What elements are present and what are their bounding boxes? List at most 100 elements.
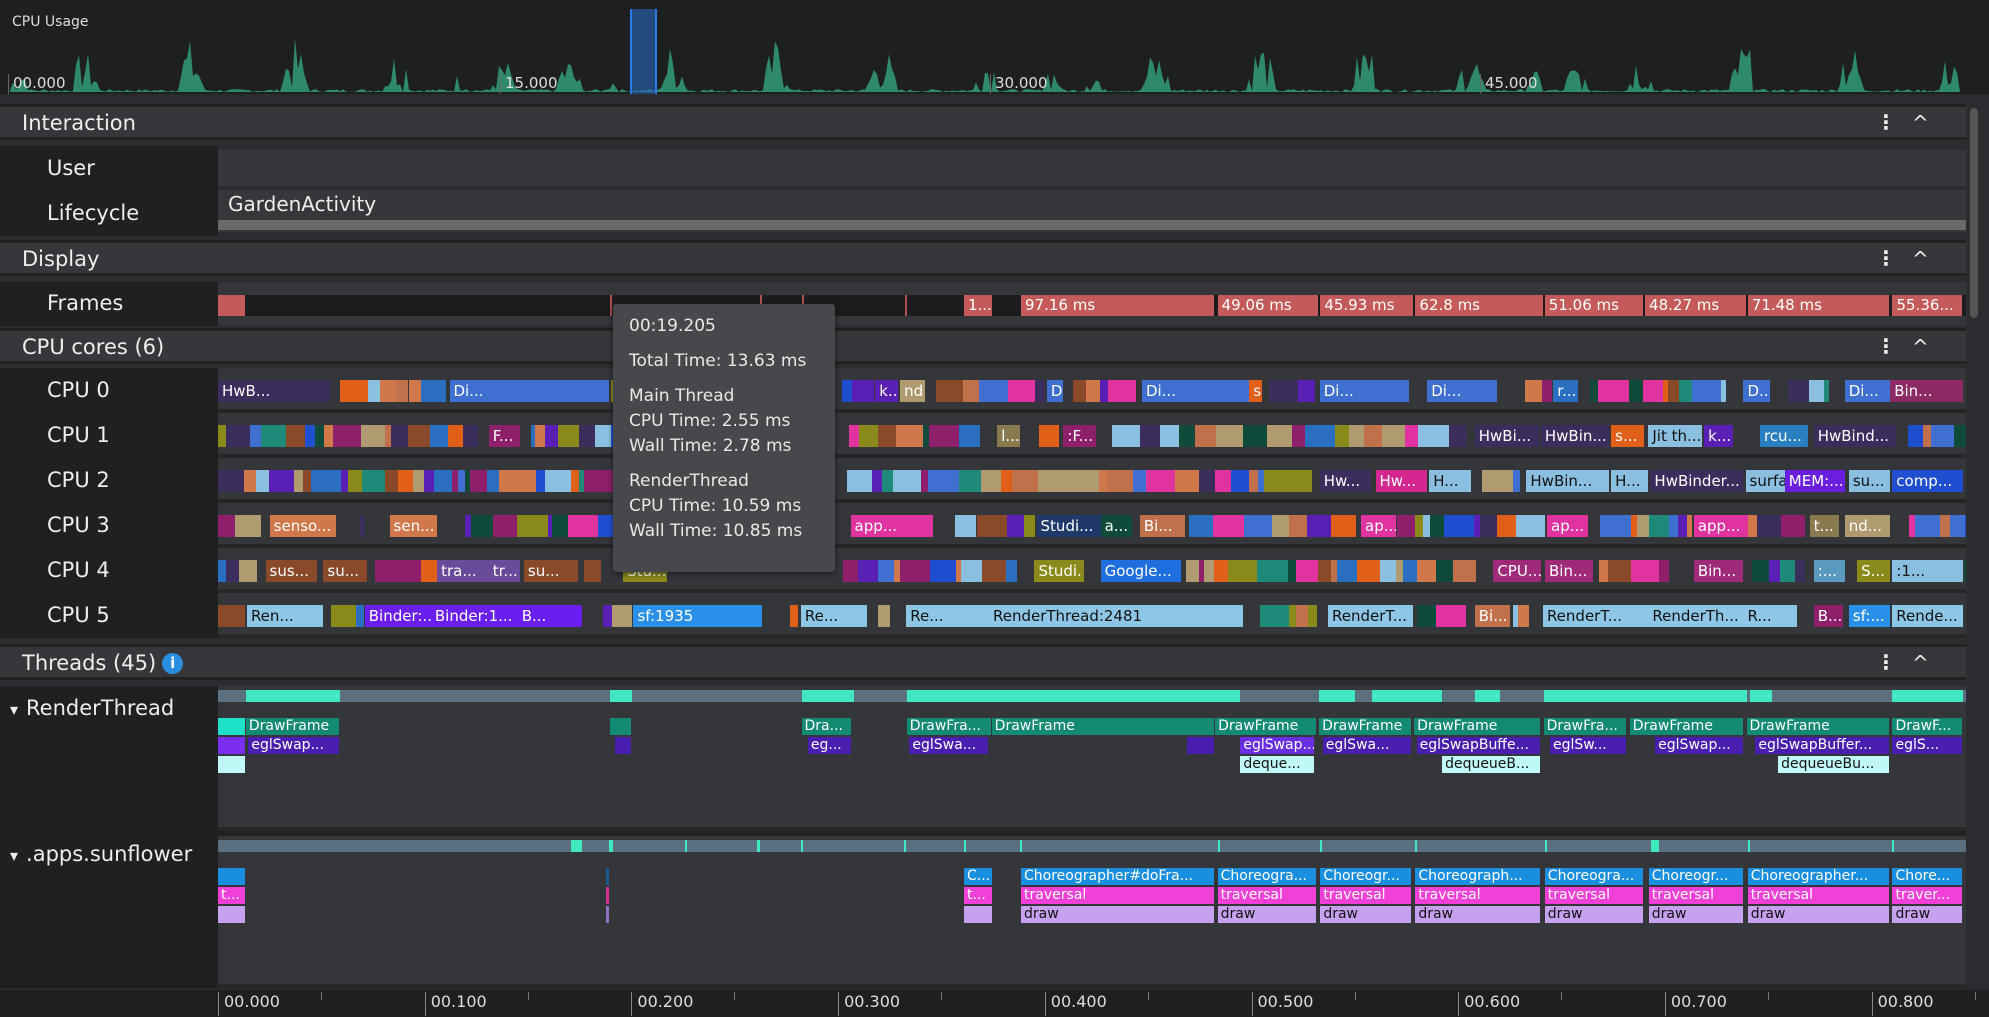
renderthread-slice[interactable]: [218, 718, 245, 735]
cpu-slice[interactable]: [1348, 425, 1364, 447]
cpu-slice[interactable]: [429, 425, 448, 447]
cpu-slice[interactable]: [408, 380, 422, 402]
cpu-slice[interactable]: [1159, 425, 1179, 447]
renderthread-slice[interactable]: DrawFrame: [245, 718, 339, 735]
cpu-slice[interactable]: [1482, 470, 1513, 492]
cpu-slice[interactable]: [1417, 425, 1443, 447]
cpu-slice[interactable]: [238, 560, 257, 582]
cpu-slice[interactable]: [1001, 470, 1013, 492]
cpu-slice[interactable]: s.: [1249, 380, 1262, 402]
cpu-slice[interactable]: [304, 425, 315, 447]
cpu-slice[interactable]: [1631, 560, 1660, 582]
cpu-slice[interactable]: [225, 425, 250, 447]
sunflower-slice[interactable]: draw: [1747, 906, 1889, 923]
cpu-slice[interactable]: surfa: [1745, 470, 1785, 492]
renderthread-slice[interactable]: Dra...: [801, 718, 852, 735]
more-menu-icon[interactable]: ⋮: [1876, 334, 1896, 358]
collapse-icon[interactable]: ^: [1912, 651, 1929, 675]
cpu-slice[interactable]: k...: [1704, 425, 1734, 447]
sunflower-slice[interactable]: traversal: [1320, 887, 1411, 904]
cpu-slice[interactable]: [463, 425, 478, 447]
more-menu-icon[interactable]: ⋮: [1876, 246, 1896, 270]
cpu-slice[interactable]: [407, 425, 430, 447]
cpu-slice[interactable]: [1112, 425, 1140, 447]
cpu-slice[interactable]: [1590, 380, 1599, 402]
cpu-slice[interactable]: [250, 425, 261, 447]
thread-state-running[interactable]: [1747, 840, 1750, 852]
cpu-slice[interactable]: [842, 380, 853, 402]
cpu-slice[interactable]: [1212, 515, 1244, 537]
thread-state-bar[interactable]: [218, 840, 1966, 852]
thread-state-running[interactable]: [1218, 840, 1221, 852]
cpu-slice[interactable]: [260, 425, 287, 447]
renderthread-slice[interactable]: eglSw...: [1549, 737, 1627, 754]
cpu-slice[interactable]: app...: [1693, 515, 1748, 537]
cpu-slice[interactable]: [434, 470, 453, 492]
cpu-slice[interactable]: [1435, 605, 1466, 627]
cpu-slice[interactable]: [1243, 425, 1267, 447]
renderthread-slice[interactable]: eglSwapBuffe...: [1416, 737, 1541, 754]
cpu-slice[interactable]: [1442, 425, 1450, 447]
sunflower-slice[interactable]: [963, 906, 993, 923]
cpu-slice[interactable]: [420, 560, 437, 582]
cpu-slice[interactable]: HwBinder...: [1650, 470, 1744, 492]
frame-slice[interactable]: 49.06 ms: [1217, 295, 1319, 316]
sunflower-slice[interactable]: draw: [1021, 906, 1215, 923]
cpu-slice[interactable]: [981, 470, 1002, 492]
cpu-slice[interactable]: [390, 425, 408, 447]
cpu-slice[interactable]: [360, 425, 385, 447]
cpu-slice[interactable]: [458, 470, 466, 492]
cpu-slice[interactable]: [878, 605, 891, 627]
renderthread-slice[interactable]: DrawFrame: [991, 718, 1215, 735]
cpu-slice[interactable]: [310, 470, 342, 492]
cpu-slice[interactable]: HwBin...: [1540, 425, 1610, 447]
thread-state-running[interactable]: [1414, 840, 1417, 852]
renderthread-slice[interactable]: eglSwap...: [1240, 737, 1315, 754]
cpu-slice[interactable]: [611, 605, 619, 627]
cpu-slice[interactable]: MEM:...: [1784, 470, 1845, 492]
renderthread-slice[interactable]: eglSwap...: [248, 737, 339, 754]
renderthread-slice[interactable]: DrawFrame: [1319, 718, 1411, 735]
cpu-slice[interactable]: [583, 470, 606, 492]
renderthread-slice[interactable]: DrawFra...: [1543, 718, 1627, 735]
more-menu-icon[interactable]: ⋮: [1876, 110, 1896, 134]
cpu-slice[interactable]: Bi...: [1139, 515, 1186, 537]
thread-state-running[interactable]: [1319, 690, 1355, 702]
cpu-track[interactable]: Ren... Binder:... Binder:1... B... sf:1935 Re…: [218, 593, 1966, 638]
renderthread-slice[interactable]: DrawFrame: [1746, 718, 1889, 735]
frame-slice[interactable]: [218, 295, 245, 316]
renderthread-slice[interactable]: eglSwap...: [1655, 737, 1744, 754]
cpu-slice[interactable]: [397, 470, 413, 492]
renderthread-slice[interactable]: eglS...: [1892, 737, 1963, 754]
cpu-slice[interactable]: [878, 425, 897, 447]
cpu-slice[interactable]: [452, 470, 459, 492]
cpu-slice[interactable]: [871, 470, 877, 492]
cpu-slice[interactable]: s...: [1611, 425, 1645, 447]
cpu-slice[interactable]: CPU...: [1493, 560, 1541, 582]
cpu-slice[interactable]: senso...: [269, 515, 336, 537]
cpu-slice[interactable]: [950, 560, 957, 582]
cpu-slice[interactable]: [218, 605, 246, 627]
cpu-slice[interactable]: [375, 560, 392, 582]
cpu-slice[interactable]: Binder:...: [364, 605, 431, 627]
cpu-slice[interactable]: [1034, 380, 1046, 402]
cpu-slice[interactable]: [1064, 470, 1080, 492]
cpu-slice[interactable]: [1541, 380, 1553, 402]
cpu-slice[interactable]: a...: [1100, 515, 1132, 537]
cpu-slice[interactable]: [598, 515, 616, 537]
renderthread-slice[interactable]: dequeueBu...: [1778, 756, 1889, 773]
thread-state-running[interactable]: [1372, 690, 1443, 702]
time-axis[interactable]: 00.000 00.100 00.200 00.300 00.400 00.500 00.6…: [0, 988, 1989, 1017]
cpu-slice[interactable]: [1416, 560, 1437, 582]
cpu-slice[interactable]: [1667, 380, 1680, 402]
cpu-slice[interactable]: [1396, 560, 1403, 582]
cpu-slice[interactable]: [1787, 380, 1809, 402]
cpu-slice[interactable]: [857, 560, 879, 582]
cpu-slice[interactable]: [341, 470, 348, 492]
cpu-slice[interactable]: [1085, 380, 1101, 402]
cpu-slice[interactable]: [552, 515, 568, 537]
cpu-slice[interactable]: [1429, 515, 1444, 537]
cpu-slice[interactable]: [244, 470, 256, 492]
thread-state-running[interactable]: [609, 690, 632, 702]
thread-state-running[interactable]: [1543, 690, 1747, 702]
